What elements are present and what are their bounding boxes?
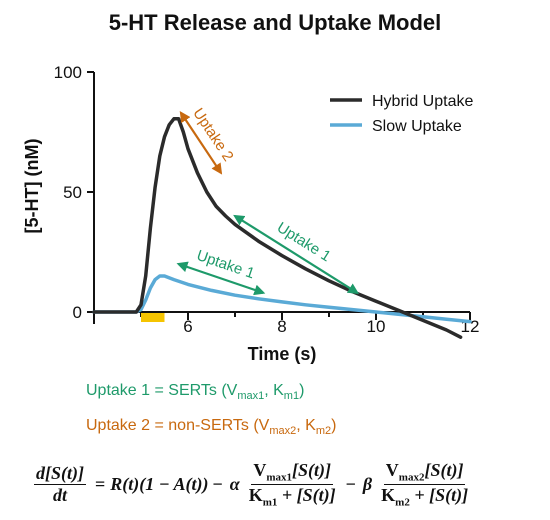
eq-uptake1-numerator: Vmax1[S(t)] xyxy=(251,459,334,485)
hybrid-uptake-line xyxy=(92,117,463,339)
y-tick-label: 0 xyxy=(73,303,82,322)
eq-uptake1-num-rest: [S(t)] xyxy=(292,459,332,480)
uptake2-note-mid: , K xyxy=(296,417,316,435)
uptake2-note-suffix: ) xyxy=(331,417,337,435)
x-tick-label: 6 xyxy=(183,317,192,336)
uptake1-note-prefix: Uptake 1 = SERTs (V xyxy=(86,382,238,399)
uptake2-note: Uptake 2 = non-SERTs (Vmax2, Km2) xyxy=(86,411,336,446)
eq-uptake2-denominator: Km2 + [S(t)] xyxy=(379,485,470,509)
eq-uptake1-den-rest: + [S(t)] xyxy=(277,484,336,505)
eq-minus-2: − xyxy=(345,473,356,494)
y-tick-label: 100 xyxy=(54,63,82,82)
annotation-arrow xyxy=(179,110,223,175)
uptake1-note-sub2: m1 xyxy=(283,390,300,403)
y-tick-label: 50 xyxy=(63,183,82,202)
uptake1-note-sub1: max1 xyxy=(237,390,265,403)
uptake1-note-mid: , K xyxy=(264,382,284,399)
eq-uptake2-v: V xyxy=(385,459,399,480)
legend-hybrid-label: Hybrid Uptake xyxy=(372,93,473,110)
uptake-notes: Uptake 1 = SERTs (Vmax1, Km1) Uptake 2 =… xyxy=(86,376,336,446)
stimulation-bar xyxy=(141,313,165,322)
y-axis-label: [5-HT] (nM) xyxy=(22,139,42,234)
eq-beta: β xyxy=(362,473,373,494)
eq-uptake2-k-sub: m2 xyxy=(395,496,410,509)
eq-uptake1-k-sub: m1 xyxy=(262,496,278,509)
eq-minus-1: − xyxy=(212,473,223,494)
chart-title: 5-HT Release and Uptake Model xyxy=(109,10,442,35)
uptake1-note-suffix: ) xyxy=(299,382,305,399)
annotation-arrow xyxy=(176,261,266,296)
eq-uptake2-term: Vmax2[S(t)] Km2 + [S(t)] xyxy=(379,460,470,508)
uptake2-note-prefix: Uptake 2 = non-SERTs (V xyxy=(86,417,270,435)
eq-equals: = xyxy=(95,473,106,494)
eq-uptake1-k: K xyxy=(248,484,263,505)
eq-uptake2-num-rest: [S(t)] xyxy=(424,459,464,480)
eq-release-term: R(t)(1 − A(t)) xyxy=(110,473,209,494)
model-equation: d[S(t)] dt = R(t)(1 − A(t)) − α Vmax1[S(… xyxy=(30,452,545,516)
uptake1-note: Uptake 1 = SERTs (Vmax1, Km1) xyxy=(86,376,336,411)
eq-uptake1-denominator: Km1 + [S(t)] xyxy=(247,485,338,509)
eq-lhs-denominator: dt xyxy=(52,484,67,505)
eq-uptake2-numerator: Vmax2[S(t)] xyxy=(383,459,466,485)
annotation-label: Uptake 1 xyxy=(194,247,256,282)
eq-derivative: d[S(t)] dt xyxy=(34,463,86,506)
x-tick-label: 10 xyxy=(367,317,386,336)
eq-uptake1-term: Vmax1[S(t)] Km1 + [S(t)] xyxy=(247,460,338,508)
legend: Hybrid Uptake Slow Uptake xyxy=(330,93,473,135)
chart: 5-HT Release and Uptake Model 0 50 100 6 8 10… xyxy=(22,10,479,364)
eq-lhs-numerator: d[S(t)] xyxy=(34,462,86,485)
eq-uptake2-v-sub: max2 xyxy=(398,471,425,484)
x-axis-label: Time (s) xyxy=(248,344,317,364)
uptake2-note-sub2: m2 xyxy=(315,425,332,438)
annotation-arrow xyxy=(233,214,360,294)
x-tick-label: 8 xyxy=(277,317,286,336)
eq-uptake2-den-rest: + [S(t)] xyxy=(409,484,469,505)
eq-alpha: α xyxy=(229,473,240,494)
uptake2-note-sub1: max2 xyxy=(269,425,297,438)
eq-uptake1-v: V xyxy=(253,459,267,480)
eq-uptake1-v-sub: max1 xyxy=(266,471,293,484)
eq-uptake2-k: K xyxy=(381,484,396,505)
legend-slow-label: Slow Uptake xyxy=(372,118,462,135)
